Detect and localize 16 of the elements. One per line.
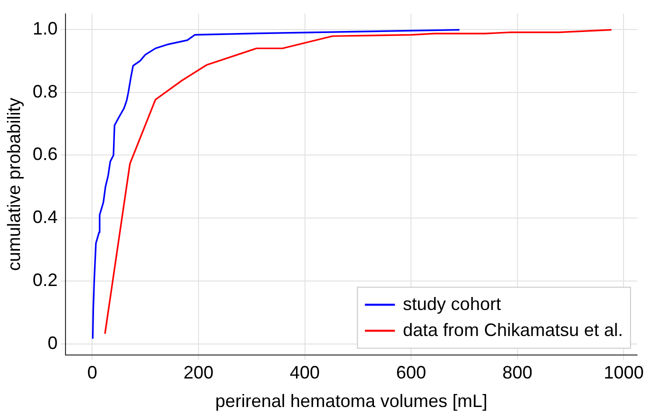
y-tick-label: 0 <box>48 332 58 353</box>
x-tick-label: 400 <box>290 362 320 383</box>
x-tick-label: 200 <box>183 362 214 383</box>
x-tick-label: 600 <box>396 362 426 383</box>
legend-label: study cohort <box>402 294 501 314</box>
y-tick-label: 0.8 <box>32 81 58 102</box>
x-tick-label: 0 <box>87 362 98 383</box>
x-tick-label: 1000 <box>604 362 644 383</box>
y-axis-title: cumulative probability <box>4 98 24 271</box>
legend-label: data from Chikamatsu et al. <box>402 320 624 340</box>
x-tick-label: 800 <box>502 362 532 383</box>
y-tick-label: 0.4 <box>32 207 58 228</box>
y-tick-label: 1.0 <box>32 18 58 38</box>
y-tick-label: 0.6 <box>32 144 58 164</box>
x-axis-title: perirenal hematoma volumes [mL] <box>215 391 488 412</box>
y-tick-label: 0.2 <box>32 270 58 290</box>
